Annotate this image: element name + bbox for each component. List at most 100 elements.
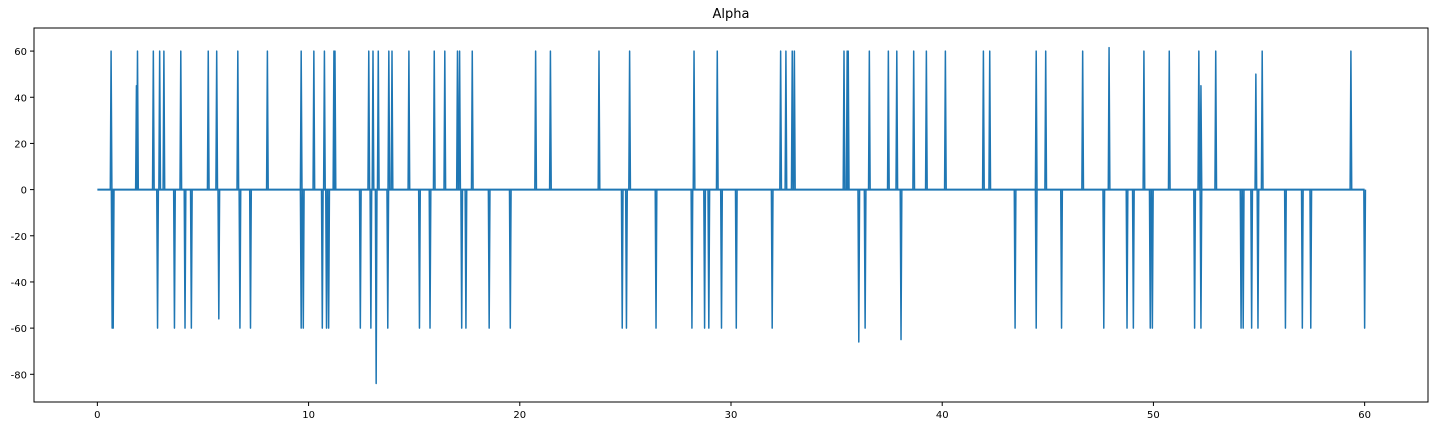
negative-spike bbox=[690, 189, 694, 329]
positive-spike bbox=[842, 50, 846, 190]
negative-spike bbox=[1148, 189, 1152, 329]
negative-spike bbox=[620, 189, 624, 329]
x-tick-label: 50 bbox=[1147, 410, 1160, 421]
positive-spike bbox=[1254, 73, 1258, 190]
negative-spike bbox=[238, 189, 242, 329]
negative-spike bbox=[1034, 189, 1038, 329]
positive-spike bbox=[792, 50, 796, 190]
negative-spike bbox=[1309, 189, 1313, 329]
negative-spike bbox=[464, 189, 468, 329]
negative-spike bbox=[299, 189, 303, 329]
positive-spike bbox=[1167, 50, 1171, 190]
positive-spike bbox=[333, 50, 337, 190]
x-axis: 0 10 20 30 40 50 60 bbox=[94, 402, 1371, 421]
negative-spike bbox=[1193, 189, 1197, 329]
negative-spike bbox=[460, 189, 464, 329]
positive-spike bbox=[407, 50, 411, 190]
negative-spike bbox=[703, 189, 707, 329]
positive-spike bbox=[371, 50, 375, 190]
negative-spike bbox=[707, 189, 711, 329]
positive-spike bbox=[1199, 84, 1203, 190]
positive-spike bbox=[367, 50, 371, 190]
positive-spike bbox=[943, 50, 947, 190]
negative-spike bbox=[1239, 189, 1243, 329]
positive-spike bbox=[432, 50, 436, 190]
positive-spike bbox=[390, 50, 394, 190]
positive-spike bbox=[215, 50, 219, 190]
negative-spike bbox=[1131, 189, 1135, 329]
positive-spike bbox=[443, 50, 447, 190]
positive-spike bbox=[1197, 50, 1201, 190]
y-axis: 60 40 20 0 -20 -40 -60 -80 bbox=[11, 47, 34, 381]
negative-spike bbox=[719, 189, 724, 329]
negative-spike bbox=[1150, 189, 1154, 329]
positive-spike bbox=[470, 50, 474, 190]
positive-spike bbox=[1349, 50, 1353, 190]
negative-spike bbox=[1241, 189, 1245, 329]
y-tick-label: 40 bbox=[14, 93, 27, 104]
negative-spike bbox=[487, 189, 491, 329]
chart-title: Alpha bbox=[713, 7, 750, 22]
positive-spike bbox=[846, 50, 850, 190]
negative-spike bbox=[624, 189, 628, 329]
negative-spike bbox=[374, 189, 378, 385]
positive-spike bbox=[109, 50, 113, 190]
positive-spike bbox=[135, 50, 140, 190]
positive-spike bbox=[692, 50, 696, 190]
negative-spike bbox=[1102, 189, 1106, 329]
positive-spike bbox=[1142, 50, 1146, 190]
positive-spike bbox=[1044, 50, 1048, 190]
positive-spike bbox=[1107, 46, 1111, 190]
negative-spike bbox=[217, 189, 221, 320]
plot-area bbox=[97, 46, 1367, 385]
positive-spike bbox=[458, 50, 462, 190]
x-tick-label: 30 bbox=[725, 410, 738, 421]
positive-spike bbox=[924, 50, 928, 190]
negative-spike bbox=[156, 189, 160, 329]
positive-spike bbox=[162, 50, 166, 190]
negative-spike bbox=[248, 189, 253, 329]
positive-spike bbox=[790, 50, 794, 190]
negative-spike bbox=[172, 189, 177, 329]
negative-spike bbox=[1283, 189, 1287, 329]
negative-spike bbox=[189, 189, 193, 329]
axes-frame bbox=[33, 27, 1429, 403]
y-tick-label: 20 bbox=[14, 139, 27, 150]
positive-spike bbox=[455, 50, 460, 190]
negative-spike bbox=[1256, 189, 1260, 329]
negative-spike bbox=[1013, 189, 1017, 329]
positive-spike bbox=[265, 50, 269, 190]
negative-spike bbox=[327, 189, 331, 329]
negative-spike bbox=[1199, 189, 1203, 329]
positive-spike bbox=[322, 50, 326, 190]
y-tick-label: -80 bbox=[11, 370, 27, 381]
positive-spike bbox=[981, 50, 985, 190]
positive-spike bbox=[206, 50, 210, 190]
positive-spike bbox=[548, 50, 552, 190]
y-tick-label: -40 bbox=[11, 278, 27, 289]
positive-spike bbox=[886, 50, 890, 190]
x-tick-label: 60 bbox=[1358, 410, 1371, 421]
positive-spike bbox=[988, 50, 992, 190]
negative-spike bbox=[183, 189, 187, 329]
negative-spike bbox=[863, 189, 867, 329]
negative-spike bbox=[508, 189, 512, 329]
y-tick-label: 60 bbox=[14, 47, 27, 58]
negative-spike bbox=[417, 189, 422, 329]
negative-spike bbox=[358, 189, 362, 329]
x-tick-label: 10 bbox=[302, 410, 315, 421]
positive-spike bbox=[867, 50, 871, 190]
negative-spike bbox=[857, 189, 861, 343]
y-tick-label: 0 bbox=[21, 186, 27, 197]
positive-spike bbox=[597, 50, 601, 190]
positive-spike bbox=[299, 50, 303, 190]
positive-spike bbox=[784, 50, 788, 190]
positive-spike bbox=[158, 50, 162, 190]
negative-spike bbox=[770, 189, 774, 329]
positive-spike bbox=[179, 50, 183, 190]
positive-spike bbox=[151, 50, 155, 190]
positive-spike bbox=[1034, 50, 1038, 190]
positive-spike bbox=[912, 50, 916, 190]
